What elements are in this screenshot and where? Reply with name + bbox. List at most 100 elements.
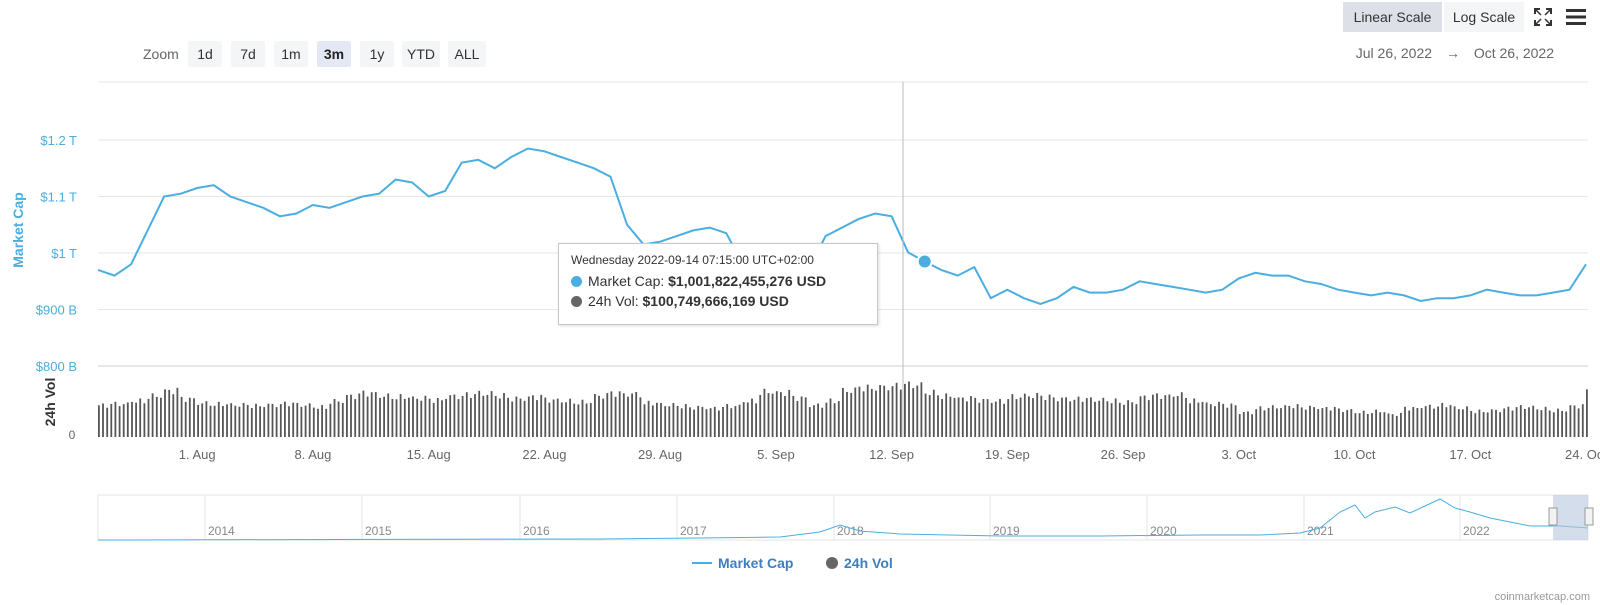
y-tick-label: $800 B	[36, 359, 77, 374]
navigator-handle-left[interactable]	[1548, 507, 1558, 526]
volume-bar	[676, 405, 679, 437]
navigator-selection[interactable]	[1553, 495, 1588, 540]
linear-scale-button[interactable]: Linear Scale	[1343, 2, 1442, 32]
volume-bar	[346, 395, 348, 437]
navigator-year-label: 2018	[837, 524, 864, 538]
volume-bar	[1524, 409, 1526, 437]
volume-bar	[300, 406, 303, 437]
x-tick-label: 1. Aug	[179, 447, 216, 462]
volume-bar	[1486, 412, 1489, 437]
x-tick-label: 12. Sep	[869, 447, 914, 462]
volume-bar	[651, 405, 654, 437]
fullscreen-icon[interactable]	[1530, 4, 1556, 30]
zoom-1m-button[interactable]: 1m	[274, 41, 308, 67]
volume-bar	[742, 402, 745, 437]
volume-bar	[1445, 407, 1448, 437]
volume-bar	[643, 404, 646, 437]
volume-bar	[370, 392, 373, 437]
credit-text: coinmarketcap.com	[1494, 591, 1590, 603]
volume-bar	[1515, 407, 1518, 437]
volume-bar	[1577, 408, 1580, 437]
legend-volume[interactable]: 24h Vol	[826, 555, 893, 571]
volume-bar	[1065, 397, 1067, 437]
volume-bar	[1007, 399, 1010, 437]
volume-bar	[610, 391, 613, 437]
volume-bar	[1114, 398, 1117, 437]
tooltip-market-cap-value: $1,001,822,455,276 USD	[668, 273, 827, 289]
range-from[interactable]: Jul 26, 2022	[1355, 45, 1433, 61]
zoom-1d-button[interactable]: 1d	[188, 41, 222, 67]
volume-bar	[825, 402, 828, 437]
zoom-3m-button[interactable]: 3m	[317, 41, 351, 67]
volume-bar	[1466, 406, 1468, 437]
x-tick-label: 8. Aug	[294, 447, 331, 462]
y-axis-ticks: $800 B $900 B $1 T $1.1 T $1.2 T	[36, 133, 77, 374]
volume-bar	[618, 391, 621, 437]
volume-bar	[226, 404, 228, 437]
volume-bar	[238, 406, 241, 437]
volume-bar	[292, 402, 295, 437]
hover-point	[916, 253, 933, 270]
volume-bar	[168, 389, 171, 437]
zoom-1y-button[interactable]: 1y	[360, 41, 394, 67]
menu-icon[interactable]	[1563, 4, 1589, 30]
volume-bar	[1056, 401, 1059, 437]
x-tick-label: 17. Oct	[1449, 447, 1491, 462]
volume-bar	[457, 399, 460, 437]
volume-bar	[1408, 410, 1411, 437]
volume-bar	[1214, 406, 1216, 437]
volume-bar	[602, 398, 605, 437]
volume-bar	[817, 403, 819, 437]
volume-bar	[1263, 410, 1266, 437]
volume-bar	[395, 399, 398, 437]
range-to[interactable]: Oct 26, 2022	[1473, 45, 1554, 61]
legend-market-cap[interactable]: Market Cap	[692, 555, 793, 571]
volume-bar	[713, 406, 716, 437]
volume-bar	[511, 401, 514, 437]
volume-bar	[1540, 410, 1543, 437]
volume-bars	[98, 381, 1588, 437]
volume-bar	[188, 397, 191, 437]
volume-bar	[1437, 406, 1439, 437]
volume-bar	[1110, 403, 1113, 437]
volume-bar	[775, 391, 778, 437]
zoom-all-button[interactable]: ALL	[448, 41, 486, 67]
volume-bar	[660, 403, 662, 437]
navigator-year-label: 2019	[993, 524, 1020, 538]
volume-bar	[304, 405, 307, 437]
volume-bar	[1015, 399, 1018, 437]
volume-bar	[424, 395, 427, 437]
volume-bar	[1255, 409, 1258, 437]
volume-bar	[164, 389, 166, 437]
x-axis-ticks: 1. Aug 8. Aug 15. Aug 22. Aug 29. Aug 5. Sep 1…	[179, 447, 1600, 462]
volume-bar	[416, 398, 419, 437]
volume-bar	[1569, 405, 1572, 437]
volume-bar	[1230, 403, 1233, 437]
range-arrow: →	[1445, 45, 1460, 61]
volume-bar	[1247, 411, 1249, 437]
navigator-handle-right[interactable]	[1584, 507, 1594, 526]
x-tick-label: 10. Oct	[1334, 447, 1376, 462]
volume-bar	[1474, 413, 1477, 437]
volume-bar	[1193, 398, 1196, 437]
volume-axis-zero: 0	[69, 428, 76, 442]
volume-bar	[98, 405, 100, 437]
volume-bar	[1147, 400, 1150, 437]
volume-bar	[1106, 401, 1109, 437]
volume-bar	[246, 404, 249, 437]
volume-bar	[110, 403, 113, 437]
volume-bar	[1395, 415, 1398, 437]
volume-bar	[1338, 408, 1340, 437]
volume-bar	[916, 385, 919, 437]
zoom-7d-button[interactable]: 7d	[231, 41, 265, 67]
volume-bar	[1139, 396, 1142, 437]
log-scale-button[interactable]: Log Scale	[1444, 2, 1524, 32]
volume-bar	[333, 399, 336, 437]
volume-bar	[1234, 405, 1237, 437]
volume-bar	[1383, 412, 1386, 437]
volume-bar	[1296, 404, 1299, 437]
volume-bar	[114, 401, 117, 437]
volume-bar	[854, 387, 857, 437]
zoom-ytd-button[interactable]: YTD	[402, 41, 440, 67]
